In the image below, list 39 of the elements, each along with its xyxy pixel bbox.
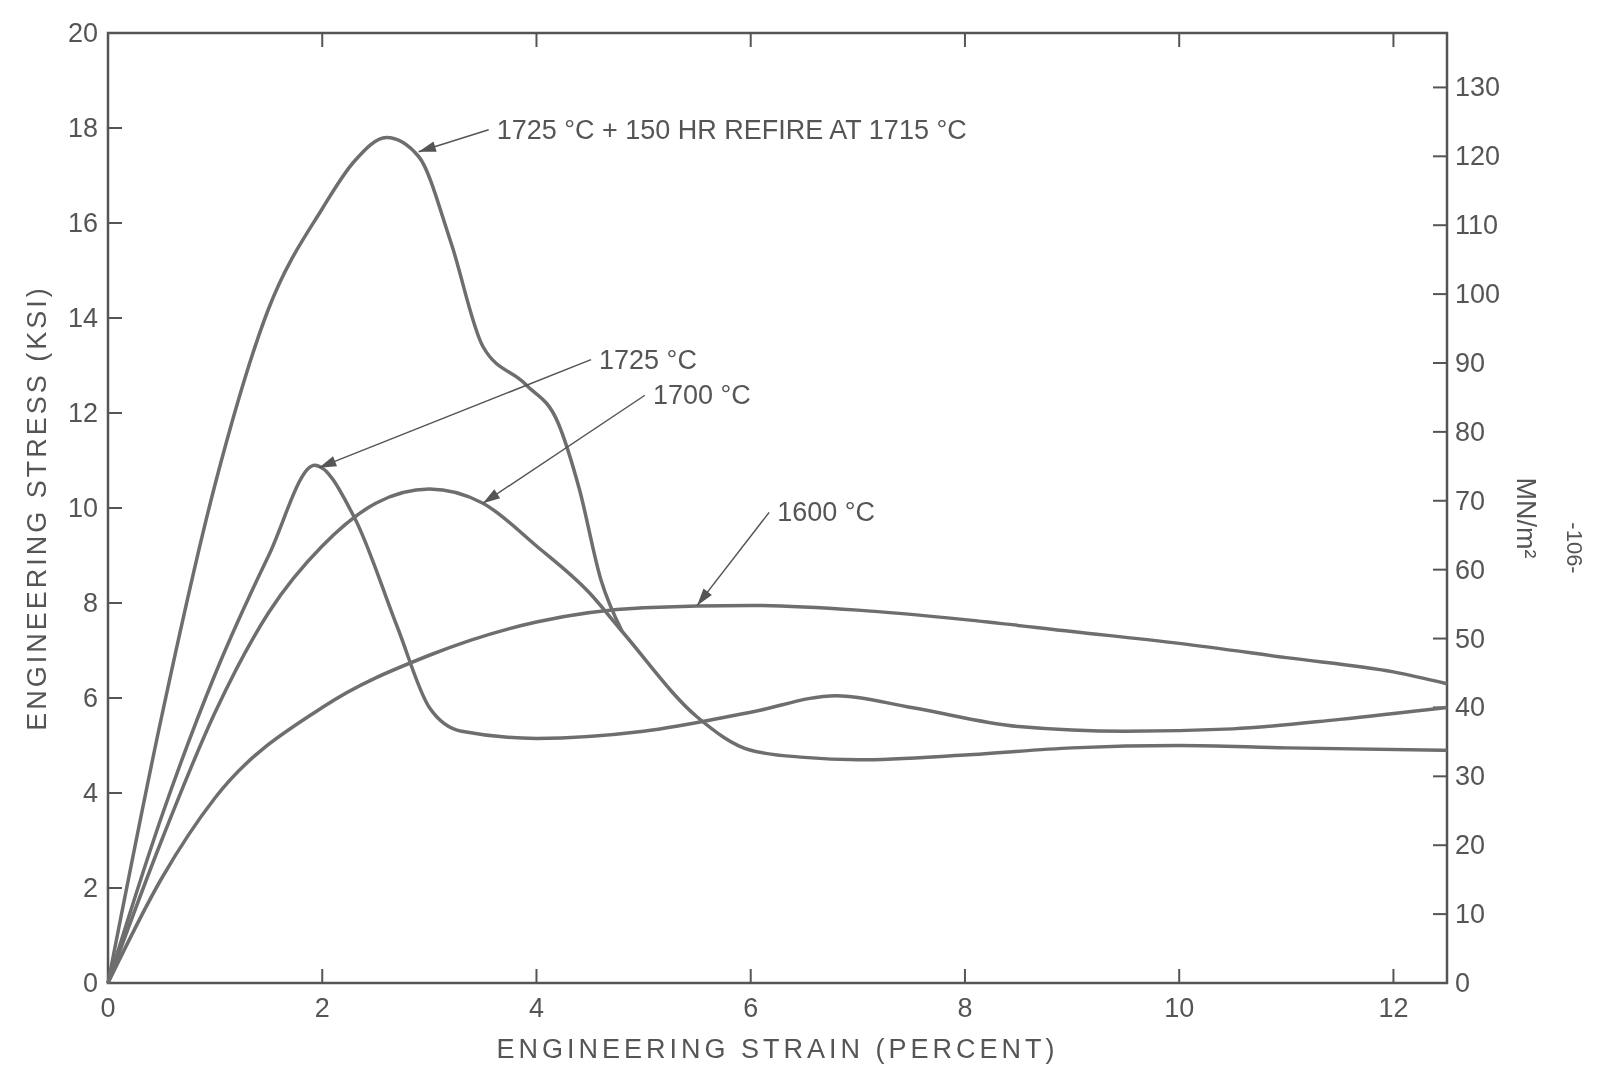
y2-tick-label: 70 bbox=[1455, 485, 1486, 516]
y-tick-label: 0 bbox=[82, 968, 98, 998]
annotation: 1600 °C bbox=[777, 497, 876, 528]
y-tick-label: 20 bbox=[67, 18, 98, 48]
y2-tick-label: 120 bbox=[1455, 141, 1501, 172]
y-tick-label: 10 bbox=[67, 493, 98, 523]
y2-tick-label: 110 bbox=[1455, 210, 1499, 241]
y-tick-label: 6 bbox=[82, 683, 98, 713]
x-tick-label: 8 bbox=[957, 993, 973, 1023]
annotation: 1725 °C bbox=[599, 344, 697, 375]
y-tick-label: 2 bbox=[82, 873, 98, 903]
y2-tick-label: 80 bbox=[1455, 416, 1486, 447]
y2-tick-label: 60 bbox=[1455, 554, 1486, 585]
y-tick-label: 8 bbox=[82, 588, 98, 618]
y2-tick-label: 100 bbox=[1455, 279, 1501, 310]
x-tick-label: 12 bbox=[1378, 993, 1409, 1023]
y-axis-title: ENGINEERING STRESS (KSI) bbox=[22, 285, 52, 731]
annotation: 1725 °C + 150 HR REFIRE AT 1715 °C bbox=[496, 114, 967, 145]
x-axis-title: ENGINEERING STRAIN (PERCENT) bbox=[496, 1034, 1059, 1064]
y2-tick-label: 20 bbox=[1455, 830, 1486, 861]
y-tick-label: 4 bbox=[82, 778, 98, 808]
y2-tick-label: 0 bbox=[1455, 968, 1471, 998]
x-tick-label: 6 bbox=[743, 993, 759, 1023]
text: -106- bbox=[1562, 522, 1587, 574]
y2-tick-label: 30 bbox=[1455, 761, 1486, 792]
x-tick-label: 2 bbox=[314, 993, 330, 1023]
y-tick-label: 16 bbox=[67, 208, 98, 238]
x-tick-label: 10 bbox=[1164, 993, 1195, 1023]
y2-tick-label: 50 bbox=[1455, 623, 1486, 654]
y2-tick-label: 10 bbox=[1455, 899, 1486, 930]
y-tick-label: 14 bbox=[67, 303, 98, 333]
y2-axis-title: MN/m² bbox=[1511, 477, 1541, 559]
annotation: 1700 °C bbox=[652, 380, 751, 411]
y-tick-label: 18 bbox=[67, 113, 98, 143]
y2-tick-label: 40 bbox=[1455, 692, 1486, 723]
x-tick-label: 4 bbox=[528, 993, 544, 1023]
y2-tick-label: 130 bbox=[1455, 72, 1501, 103]
y-tick-label: 12 bbox=[67, 398, 98, 428]
y2-tick-label: 90 bbox=[1455, 347, 1486, 378]
